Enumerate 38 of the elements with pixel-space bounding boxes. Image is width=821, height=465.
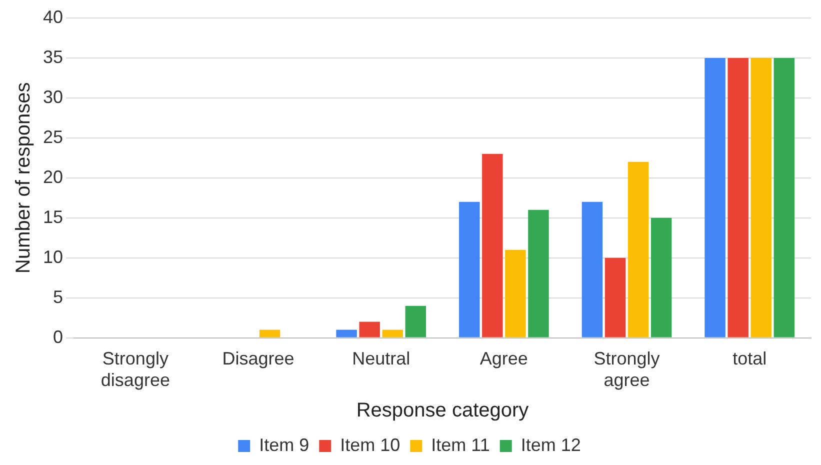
bar [704,58,726,338]
y-tick-label: 35 [42,46,64,67]
bar [259,330,280,338]
y-tick-label: 25 [42,126,64,147]
bar [750,58,772,338]
legend-label: Item 10 [340,434,400,455]
x-tick-label: Strongly disagree [100,348,170,390]
x-axis-title: Response category [356,400,529,422]
x-tick-label: Strongly agree [594,348,660,390]
bar [359,322,380,338]
y-tick-label: 40 [42,6,64,27]
x-tick-label: Disagree [222,348,294,369]
y-tick-label: 10 [42,246,64,267]
bar [482,154,503,338]
y-tick-label: 20 [42,166,64,187]
bar [459,202,480,338]
legend-label: Item 9 [259,434,310,455]
bar [528,210,549,338]
y-tick-label: 0 [53,326,64,347]
y-tick-label: 15 [42,206,64,227]
y-tick-label: 30 [42,86,64,107]
bar [650,218,672,338]
bar [336,330,357,338]
bar [628,162,649,338]
bar [774,58,794,338]
x-tick-label: Agree [480,348,528,369]
y-tick-label: 5 [53,286,64,307]
bar [604,258,626,338]
legend-label: Item 12 [520,434,581,455]
bar [582,202,603,338]
bar [728,58,748,338]
x-tick-label: Neutral [352,348,410,369]
bar [382,330,403,338]
bar [405,306,426,338]
bar [505,250,526,338]
x-tick-label: total [732,348,767,369]
legend-label: Item 11 [431,434,490,455]
y-axis-title: Number of responses [12,82,35,274]
